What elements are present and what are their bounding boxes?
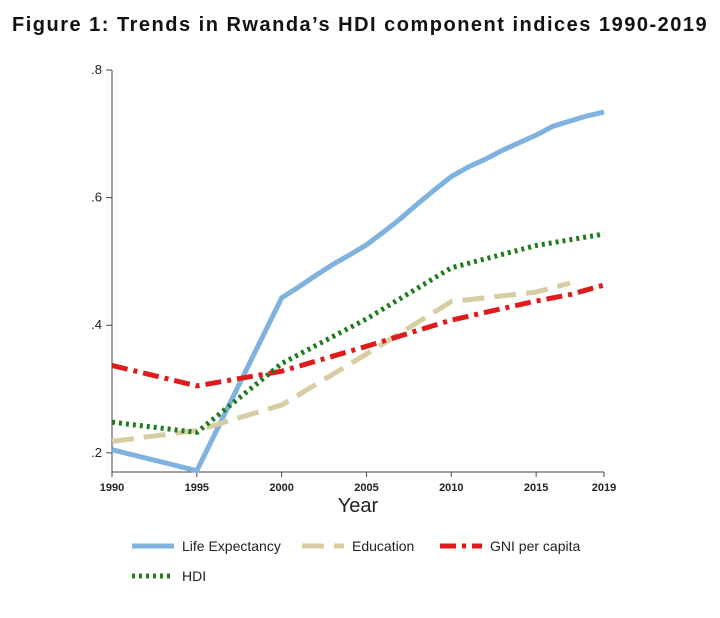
series-line-hdi (111, 231, 605, 435)
legend-label: GNI per capita (490, 538, 580, 554)
x-tick-label: 2000 (269, 482, 293, 494)
series-line-education (111, 280, 571, 444)
legend-item: Life Expectancy (132, 538, 281, 554)
legend: Life Expectancy Education GNI per capita HD… (132, 538, 580, 584)
series-line-gni-per-capita (111, 282, 605, 389)
legend-label: Life Expectancy (182, 538, 281, 554)
legend-item: GNI per capita (440, 538, 580, 554)
y-tick-label: .2 (91, 445, 102, 460)
legend-item: Education (302, 538, 414, 554)
legend-item: HDI (132, 568, 206, 584)
x-tick-label: 2019 (592, 482, 616, 494)
x-tick-label: 2010 (439, 482, 463, 494)
legend-label: HDI (182, 568, 206, 584)
y-tick-label: .8 (91, 62, 102, 77)
x-tick-label: 1990 (100, 482, 124, 494)
x-axis-label: Year (338, 495, 379, 517)
y-tick-label: .6 (91, 190, 102, 205)
figure-title: Figure 1: Trends in Rwanda’s HDI compone… (12, 14, 709, 36)
legend-label: Education (352, 538, 414, 554)
x-tick-label: 2005 (354, 482, 378, 494)
x-tick-label: 1995 (185, 482, 209, 494)
axes: .2 .4 .6 .8 1990 1995 2000 2005 2010 2015 2019 Year (91, 62, 616, 517)
y-tick-label: .4 (91, 317, 102, 332)
series-layer (111, 109, 605, 474)
x-tick-label: 2015 (524, 482, 548, 494)
series-line-life-expectancy (111, 109, 605, 474)
